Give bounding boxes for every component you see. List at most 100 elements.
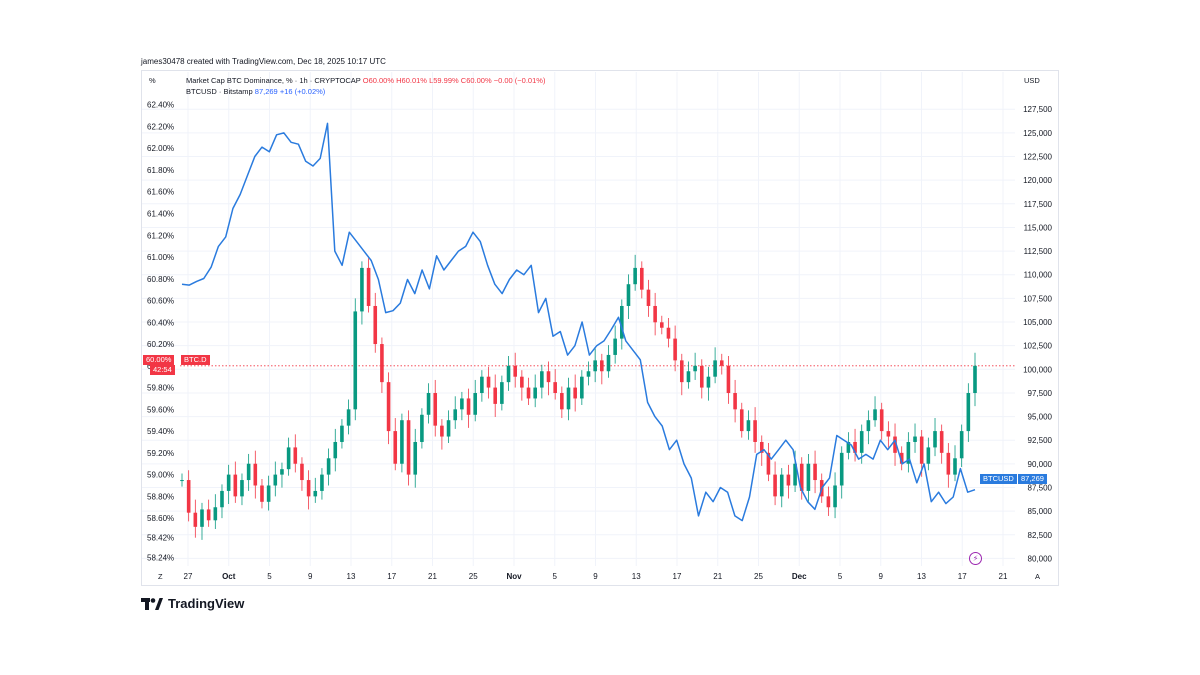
right-tick-label: 107,500 [1023,294,1052,303]
legend-btcd-low: L59.99% [429,76,459,85]
auto-scale-button[interactable]: A [1035,572,1041,581]
left-tick-label: 58.24% [147,553,174,562]
right-tick-label: 95,000 [1028,413,1053,422]
legend-btcd[interactable]: Market Cap BTC Dominance, % · 1h · CRYPT… [186,75,545,86]
btcd-candle [733,393,737,410]
legend-btcusd[interactable]: BTCUSD · Bitstamp 87,269 +16 (+0.02%) [186,86,545,97]
btcusd-price-tag: 87,269 [1017,474,1047,484]
left-tick-label: 62.00% [147,144,174,153]
btcd-candle [640,267,644,290]
btcd-candle [520,376,524,388]
btcd-candle [906,441,911,464]
right-tick-label: 90,000 [1028,460,1053,469]
btcd-candle [213,507,218,521]
right-axis-unit[interactable]: USD [1024,76,1040,85]
btcd-candle [506,365,511,383]
left-tick-label: 61.60% [147,188,174,197]
right-tick-label: 102,500 [1023,342,1052,351]
right-tick-label: 112,500 [1024,247,1053,256]
btcd-timer-tag: 42:54 [150,365,175,375]
left-tick-label: 60.80% [147,275,174,284]
btcd-candle [739,409,744,432]
btcd-candle [206,509,211,521]
btcd-candle [813,463,817,481]
btcd-candle [560,393,564,410]
btcd-candle [200,509,204,527]
btcd-candle [959,431,964,459]
btcusd-price-tag-value: 87,269 [1021,474,1044,483]
btcd-candle [546,371,551,383]
left-tick-label: 58.60% [147,514,174,523]
right-tick-label: 115,000 [1024,223,1053,232]
left-tick-label: 60.60% [147,297,174,306]
left-tick-label: 59.20% [147,449,174,458]
btcd-candle [420,414,424,442]
btcd-candle [253,463,258,486]
btcd-candle [726,365,731,394]
btcd-candle [600,360,604,372]
left-tick-label: 62.20% [147,122,174,131]
btcd-candle [266,485,271,502]
btcd-candle [320,474,324,491]
legend-btcd-high: H60.01% [396,76,427,85]
btcd-candle [566,387,571,410]
zoom-button[interactable]: Z [158,572,163,581]
btcd-candle [313,490,318,497]
btcd-candle [646,289,651,306]
btcd-name-tag-label: BTC.D [184,355,207,364]
btcd-candle [953,458,957,475]
x-tick-label: 25 [469,572,478,581]
right-tick-label: 92,500 [1028,436,1053,445]
btcd-candle [706,376,711,388]
btcd-candle [400,420,404,464]
btcd-candle [939,431,944,453]
btcd-candle [893,436,897,453]
btcd-candle [933,431,937,448]
btcd-candle [280,469,284,475]
btcd-candle [580,376,584,399]
x-tick-label: 13 [347,572,356,581]
btcd-candle [433,393,438,426]
btcd-candle [926,447,931,464]
legend-btcd-name: Market Cap BTC Dominance, % · 1h · CRYPT… [186,76,361,85]
x-tick-label: Dec [792,572,807,581]
btcd-candle [233,474,238,497]
x-tick-label: 5 [838,572,843,581]
left-axis-unit[interactable]: % [149,76,156,85]
btcd-candle [693,365,697,372]
left-tick-label: 59.00% [147,471,174,480]
btcd-candle [786,474,791,486]
btcd-candle [919,436,924,464]
btcusd-name-tag-label: BTCUSD [983,474,1014,483]
right-tick-label: 105,000 [1023,318,1052,327]
btcd-candle [333,441,338,459]
tradingview-logo[interactable]: TradingView [141,596,244,611]
btcd-candle [853,441,857,453]
btcd-candle [879,409,884,432]
btcd-candle [826,496,831,508]
btcd-candle [686,371,691,383]
btcd-candle [180,480,184,482]
left-tick-label: 58.80% [147,492,174,501]
btcd-candle [540,371,544,388]
right-tick-label: 87,500 [1028,484,1053,493]
btcd-candle [799,463,804,491]
btcd-candle [393,431,398,464]
btcd-candle [533,387,537,399]
btcd-price-tag: 60.00% [143,355,175,365]
btcd-candle [859,431,864,453]
btcd-candle [286,447,291,470]
btcd-candle [466,398,471,415]
btcd-candle [353,311,358,410]
x-tick-label: 21 [713,572,722,581]
btcd-candle [413,441,418,475]
btcd-candle [666,327,671,339]
right-tick-label: 125,000 [1023,129,1052,138]
lightning-icon[interactable]: ⚡ [969,552,982,565]
chart-frame[interactable] [141,70,1059,586]
btcd-candle [679,360,684,383]
x-tick-label: Oct [222,572,236,581]
btcd-candle [186,480,191,513]
legend-btcusd-name: BTCUSD · Bitstamp [186,87,253,96]
